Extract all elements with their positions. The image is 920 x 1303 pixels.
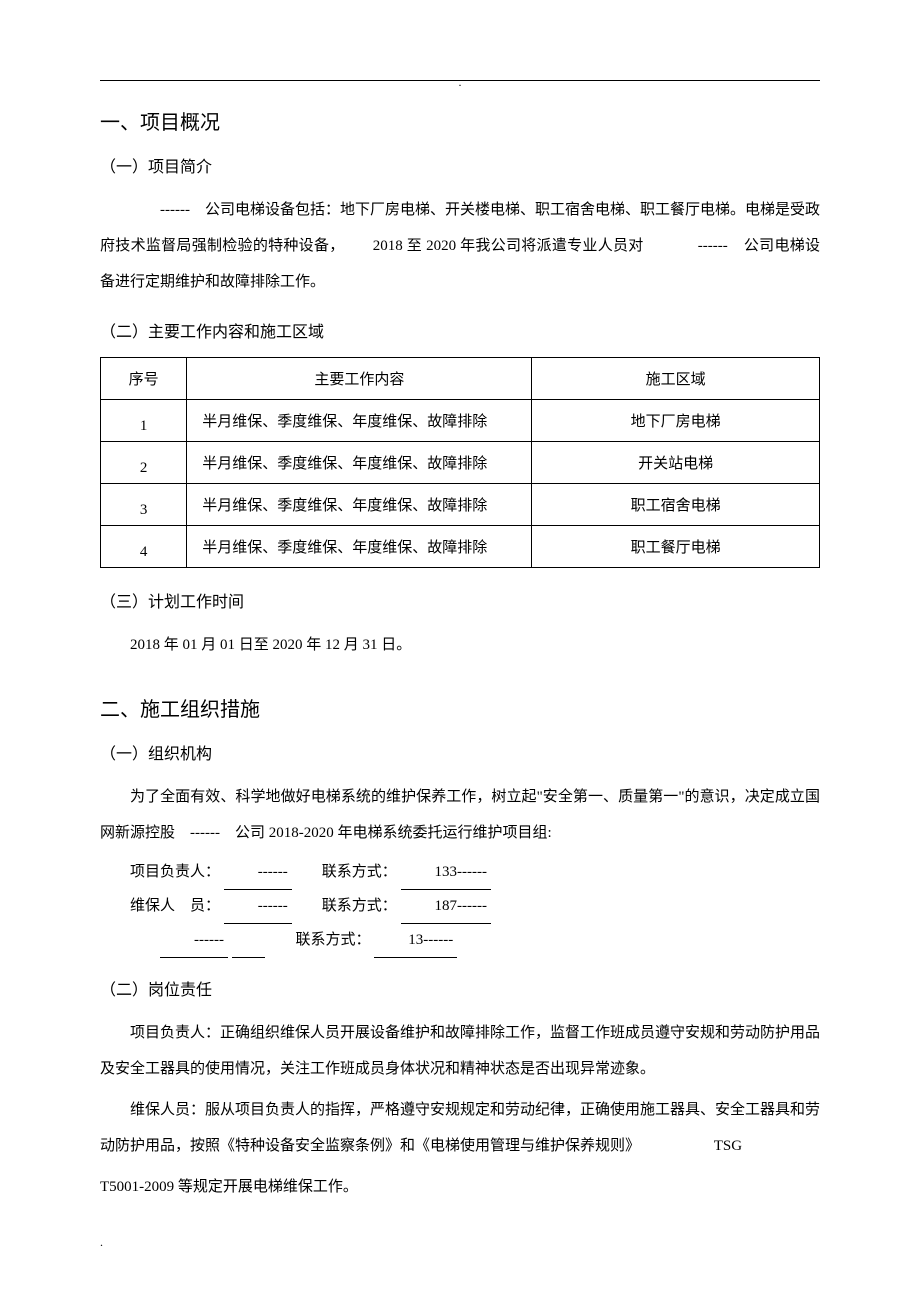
section1-sub3-title: （三）计划工作时间	[100, 588, 820, 612]
section2-sub1-title: （一）组织机构	[100, 740, 820, 764]
contact-role: 项目负责人：	[130, 864, 220, 880]
contact-phone: 13------	[374, 924, 457, 958]
org-suffix: 公司 2018-2020 年电梯系统委托运行维护项目组:	[235, 825, 552, 841]
table-cell: 半月维保、季度维保、年度维保、故障排除	[187, 526, 532, 568]
table-cell: 半月维保、季度维保、年度维保、故障排除	[187, 484, 532, 526]
contact-label: 联系方式：	[295, 932, 370, 948]
th-content: 主要工作内容	[187, 358, 532, 400]
responsibility-p1: 项目负责人：正确组织维保人员开展设备维护和故障排除工作，监督工作班成员遵守安规和…	[100, 1015, 820, 1087]
table-cell: 地下厂房电梯	[532, 400, 820, 442]
contact-row: 项目负责人： ------ 联系方式： 133------	[100, 856, 820, 890]
section2-sub2-title: （二）岗位责任	[100, 976, 820, 1000]
work-content-table: 序号 主要工作内容 施工区域 1半月维保、季度维保、年度维保、故障排除地下厂房电…	[100, 357, 820, 568]
intro-paragraph: ------ 公司电梯设备包括：地下厂房电梯、开关楼电梯、职工宿舍电梯、职工餐厅…	[100, 192, 820, 300]
contact-label: 联系方式：	[322, 864, 397, 880]
table-header-row: 序号 主要工作内容 施工区域	[101, 358, 820, 400]
table-row: 3半月维保、季度维保、年度维保、故障排除职工宿舍电梯	[101, 484, 820, 526]
contact-role: 维保人 员：	[130, 898, 220, 914]
contact-name: ------	[224, 890, 292, 924]
contact-name: ------	[160, 924, 228, 958]
resp-p2-text: 维保人员：服从项目负责人的指挥，严格遵守安规规定和劳动纪律，正确使用施工器具、安…	[100, 1102, 820, 1154]
contact-row: 维保人 员： ------ 联系方式： 187------	[100, 890, 820, 924]
table-row: 4半月维保、季度维保、年度维保、故障排除职工餐厅电梯	[101, 526, 820, 568]
table-cell: 1	[101, 400, 187, 442]
table-cell: 职工餐厅电梯	[532, 526, 820, 568]
table-row: 1半月维保、季度维保、年度维保、故障排除地下厂房电梯	[101, 400, 820, 442]
company-blank-2: ------	[668, 228, 728, 264]
header-dot: .	[100, 75, 820, 90]
schedule-paragraph: 2018 年 01 月 01 日至 2020 年 12 月 31 日。	[100, 627, 820, 663]
contact-name: ------	[224, 856, 292, 890]
table-cell: 开关站电梯	[532, 442, 820, 484]
table-cell: 半月维保、季度维保、年度维保、故障排除	[187, 400, 532, 442]
th-area: 施工区域	[532, 358, 820, 400]
contact-row: ------ 联系方式： 13------	[100, 924, 820, 958]
section1-sub1-title: （一）项目简介	[100, 153, 820, 177]
contact-label: 联系方式：	[322, 898, 397, 914]
org-blank: ------	[190, 825, 220, 841]
tsg-label: TSG	[714, 1138, 742, 1154]
org-paragraph: 为了全面有效、科学地做好电梯系统的维护保养工作，树立起"安全第一、质量第一"的意…	[100, 779, 820, 851]
table-cell: 3	[101, 484, 187, 526]
section2-title: 二、施工组织措施	[100, 693, 820, 722]
intro-year: 2018 至 2020 年我公司将派遣专业人员对	[373, 238, 644, 254]
table-row: 2半月维保、季度维保、年度维保、故障排除开关站电梯	[101, 442, 820, 484]
table-cell: 半月维保、季度维保、年度维保、故障排除	[187, 442, 532, 484]
responsibility-p2: 维保人员：服从项目负责人的指挥，严格遵守安规规定和劳动纪律，正确使用施工器具、安…	[100, 1092, 820, 1164]
contact-phone: 187------	[401, 890, 491, 924]
section1-sub2-title: （二）主要工作内容和施工区域	[100, 318, 820, 342]
th-seq: 序号	[101, 358, 187, 400]
company-blank-1: ------	[130, 192, 190, 228]
table-cell: 4	[101, 526, 187, 568]
footer-dot: .	[100, 1235, 820, 1250]
section1-title: 一、项目概况	[100, 106, 820, 135]
contact-phone: 133------	[401, 856, 491, 890]
contact-name-ext	[232, 924, 266, 958]
table-cell: 2	[101, 442, 187, 484]
table-cell: 职工宿舍电梯	[532, 484, 820, 526]
contact-role	[130, 932, 156, 948]
responsibility-p3: T5001-2009 等规定开展电梯维保工作。	[100, 1169, 820, 1205]
